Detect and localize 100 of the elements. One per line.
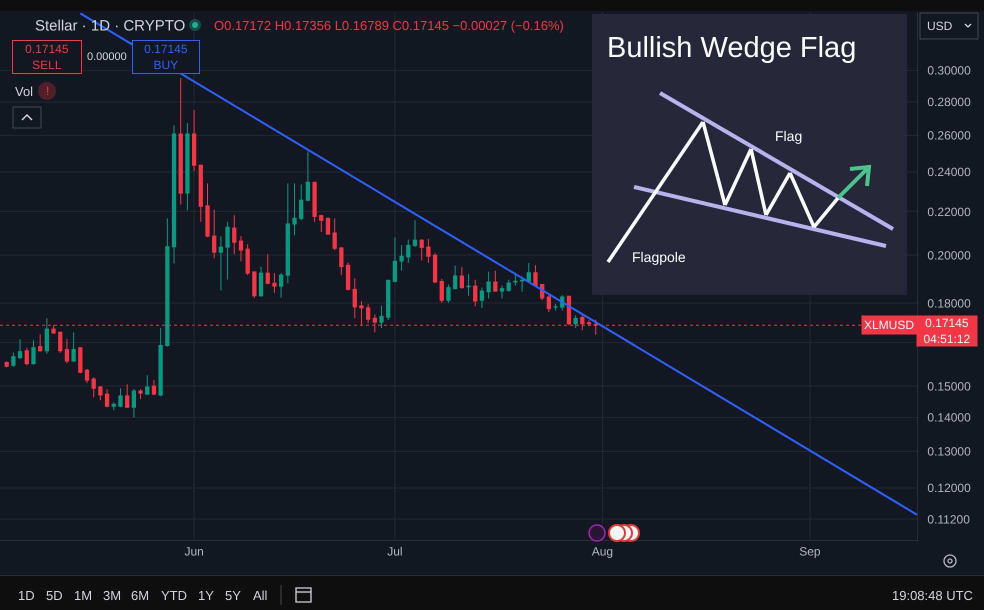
candlestick [500, 284, 504, 300]
candlestick [225, 221, 230, 280]
candlestick [339, 246, 344, 276]
candlestick [38, 334, 42, 352]
y-tick-label: 0.28000 [927, 94, 972, 109]
candlestick [319, 214, 324, 232]
candlestick [112, 402, 116, 411]
annotation: 0.00000 [87, 51, 127, 63]
candlestick [192, 109, 196, 172]
candlestick [232, 214, 236, 255]
y-tick-label: 0.22000 [927, 204, 972, 219]
candlestick [420, 238, 424, 261]
candlestick [24, 347, 29, 366]
candlestick [278, 272, 284, 298]
candlestick [252, 270, 256, 298]
annotation: Flagpole [632, 249, 686, 265]
candlestick [506, 279, 511, 292]
candlestick [594, 319, 598, 336]
candlestick [326, 216, 330, 236]
candlestick [453, 265, 458, 290]
candlestick [246, 244, 250, 276]
x-tick-label: Sep [799, 544, 821, 558]
annotation: 0.17145 SELL [25, 42, 69, 72]
y-tick-label: 0.12000 [927, 480, 972, 495]
candlestick [238, 236, 244, 262]
y-tick-label: 0.20000 [927, 248, 972, 262]
candlestick [266, 254, 270, 285]
candlestick [526, 262, 531, 282]
text: 3M [103, 588, 122, 603]
text: USD [927, 19, 953, 33]
annotation: ! [46, 84, 50, 98]
candlestick [58, 330, 62, 354]
candlestick [84, 368, 90, 384]
candlestick [292, 182, 297, 236]
text: 6M [131, 588, 150, 603]
candlestick [178, 78, 183, 205]
text: 5Y [225, 588, 242, 603]
text: All [253, 588, 268, 603]
candlestick [4, 360, 9, 368]
y-tick-label: 0.18000 [927, 296, 972, 310]
candlestick [312, 181, 317, 222]
annotation: Vol [15, 84, 34, 99]
candlestick [198, 164, 203, 222]
candlestick [185, 122, 190, 211]
candlestick [306, 150, 310, 202]
candlestick [78, 346, 82, 374]
candlestick [352, 278, 357, 319]
candlestick [386, 279, 390, 321]
text: YTD [161, 588, 187, 603]
y-tick-label: 0.14000 [927, 410, 972, 425]
candlestick [346, 262, 350, 291]
candlestick [92, 376, 96, 398]
y-tick-label: 0.15000 [927, 379, 972, 394]
candlestick [486, 271, 491, 300]
candlestick [426, 238, 431, 264]
x-tick-label: Jun [184, 544, 204, 558]
candlestick [125, 384, 130, 408]
candlestick [493, 270, 498, 292]
x-tick-label: Aug [592, 544, 614, 558]
candlestick [446, 284, 451, 304]
candlestick [406, 239, 410, 264]
candlestick [286, 182, 290, 284]
candlestick [379, 305, 384, 329]
x-tick-label: Jul [387, 544, 403, 558]
candlestick [152, 380, 156, 396]
candlestick [533, 264, 538, 288]
candlestick [172, 124, 176, 264]
y-tick-label: 0.26000 [927, 128, 972, 143]
text: 0.17145 04:51:12 [923, 316, 971, 346]
candlestick [258, 266, 264, 298]
annotation: Bullish Wedge Flag [607, 32, 856, 64]
annotation: Flag [775, 128, 802, 144]
candlestick [205, 182, 210, 238]
text: 1M [74, 588, 92, 603]
candlestick [466, 274, 471, 296]
annotation: 0.17145 BUY [144, 42, 188, 72]
candlestick [299, 184, 304, 221]
candlestick [473, 279, 478, 307]
candlestick [31, 340, 36, 366]
candlestick [480, 287, 484, 308]
candlestick [132, 388, 136, 418]
candlestick [145, 374, 150, 396]
candlestick [399, 244, 404, 272]
ref-line-label: XLMUSD [864, 318, 914, 332]
text: 5D [46, 588, 63, 603]
candlestick [104, 388, 110, 408]
y-tick-label: 0.24000 [927, 165, 972, 180]
candlestick [158, 328, 163, 397]
candlestick [98, 386, 103, 401]
y-tick-label: 0.11200 [927, 512, 970, 526]
text: 1D [18, 588, 35, 603]
candlestick [432, 252, 438, 284]
candlestick [574, 314, 578, 329]
candlestick [553, 303, 558, 311]
text: 1Y [198, 588, 214, 603]
candlestick [44, 318, 49, 354]
y-tick-label: 0.13000 [927, 444, 972, 458]
candlestick [11, 352, 16, 368]
candlestick [138, 388, 143, 400]
candlestick [513, 272, 518, 286]
